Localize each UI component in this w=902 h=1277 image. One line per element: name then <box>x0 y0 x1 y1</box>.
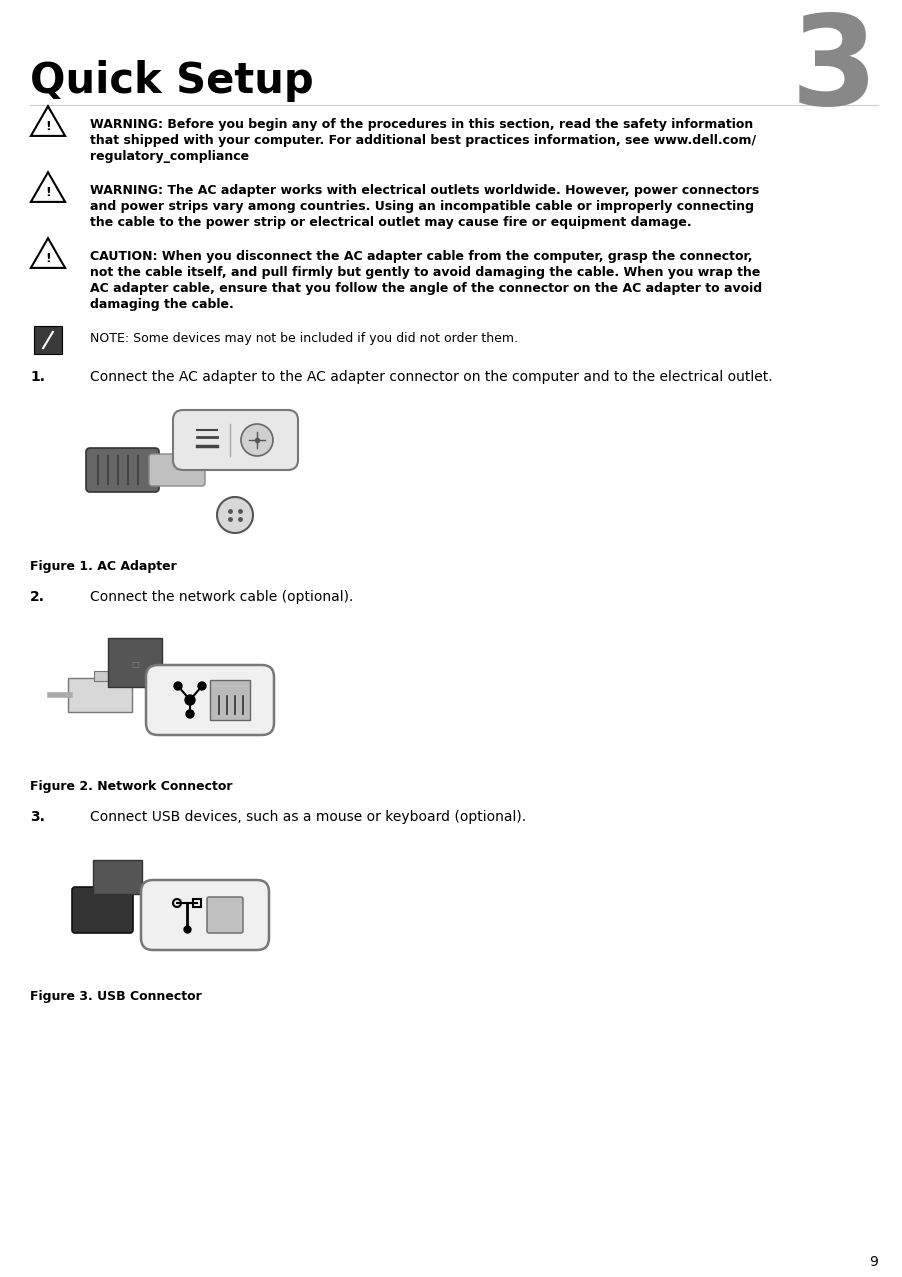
FancyBboxPatch shape <box>68 678 132 713</box>
FancyBboxPatch shape <box>149 455 205 487</box>
Text: and power strips vary among countries. Using an incompatible cable or improperly: and power strips vary among countries. U… <box>90 200 754 213</box>
Circle shape <box>217 497 253 533</box>
FancyBboxPatch shape <box>141 880 269 950</box>
Text: damaging the cable.: damaging the cable. <box>90 298 234 312</box>
Text: Figure 3. USB Connector: Figure 3. USB Connector <box>30 990 202 1002</box>
Text: !: ! <box>45 253 51 266</box>
Text: Connect the network cable (optional).: Connect the network cable (optional). <box>90 590 354 604</box>
FancyBboxPatch shape <box>210 679 250 720</box>
Text: !: ! <box>45 186 51 199</box>
Circle shape <box>186 710 194 718</box>
Text: Quick Setup: Quick Setup <box>30 60 314 102</box>
Text: Connect USB devices, such as a mouse or keyboard (optional).: Connect USB devices, such as a mouse or … <box>90 810 526 824</box>
Text: that shipped with your computer. For additional best practices information, see : that shipped with your computer. For add… <box>90 134 756 147</box>
Text: 3: 3 <box>791 10 878 132</box>
FancyBboxPatch shape <box>34 326 61 355</box>
Circle shape <box>185 695 195 705</box>
Text: 2.: 2. <box>30 590 45 604</box>
Text: WARNING: Before you begin any of the procedures in this section, read the safety: WARNING: Before you begin any of the pro… <box>90 117 753 132</box>
Circle shape <box>174 682 182 690</box>
Text: 1.: 1. <box>30 370 45 384</box>
FancyBboxPatch shape <box>108 638 162 687</box>
FancyBboxPatch shape <box>72 888 133 933</box>
Text: CAUTION: When you disconnect the AC adapter cable from the computer, grasp the c: CAUTION: When you disconnect the AC adap… <box>90 250 752 263</box>
Text: □: □ <box>131 660 139 669</box>
Text: the cable to the power strip or electrical outlet may cause fire or equipment da: the cable to the power strip or electric… <box>90 216 692 229</box>
FancyBboxPatch shape <box>93 859 142 894</box>
FancyBboxPatch shape <box>207 896 243 933</box>
Text: AC adapter cable, ensure that you follow the angle of the connector on the AC ad: AC adapter cable, ensure that you follow… <box>90 282 762 295</box>
Text: 9: 9 <box>870 1255 878 1269</box>
Text: Figure 2. Network Connector: Figure 2. Network Connector <box>30 780 233 793</box>
Text: !: ! <box>45 120 51 133</box>
Circle shape <box>198 682 206 690</box>
Text: Connect the AC adapter to the AC adapter connector on the computer and to the el: Connect the AC adapter to the AC adapter… <box>90 370 773 384</box>
Circle shape <box>241 424 273 456</box>
FancyBboxPatch shape <box>94 670 126 681</box>
Text: 3.: 3. <box>30 810 45 824</box>
FancyBboxPatch shape <box>86 448 159 492</box>
Text: WARNING: The AC adapter works with electrical outlets worldwide. However, power : WARNING: The AC adapter works with elect… <box>90 184 759 197</box>
Text: Figure 1. AC Adapter: Figure 1. AC Adapter <box>30 561 177 573</box>
FancyBboxPatch shape <box>173 410 298 470</box>
Text: not the cable itself, and pull firmly but gently to avoid damaging the cable. Wh: not the cable itself, and pull firmly bu… <box>90 266 760 278</box>
FancyBboxPatch shape <box>146 665 274 736</box>
Text: NOTE: Some devices may not be included if you did not order them.: NOTE: Some devices may not be included i… <box>90 332 518 345</box>
Text: regulatory_compliance: regulatory_compliance <box>90 149 249 163</box>
